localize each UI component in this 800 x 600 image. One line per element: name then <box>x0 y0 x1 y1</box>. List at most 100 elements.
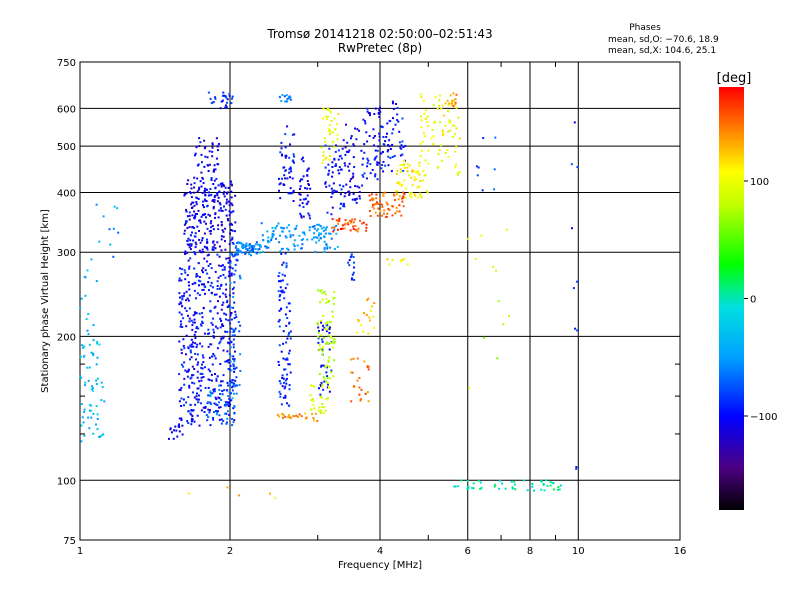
echo-point <box>207 394 210 397</box>
echo-point <box>279 286 282 289</box>
echo-point <box>208 163 211 166</box>
echo-point <box>358 186 361 189</box>
echo-point <box>306 187 309 190</box>
echo-point <box>401 117 404 120</box>
echo-point <box>280 307 283 310</box>
echo-point <box>189 349 192 352</box>
echo-point <box>278 271 281 274</box>
echo-point <box>215 157 218 160</box>
echo-point <box>187 179 190 182</box>
echo-point <box>255 241 258 244</box>
echo-point <box>79 375 82 378</box>
echo-point <box>232 306 235 309</box>
echo-point <box>299 178 302 181</box>
echo-point <box>394 123 397 126</box>
echo-point <box>225 201 228 204</box>
echo-point <box>209 409 211 411</box>
echo-point <box>362 175 365 178</box>
echo-point <box>278 390 281 393</box>
echo-point <box>320 232 323 235</box>
echo-point <box>278 295 281 298</box>
echo-point <box>282 396 285 399</box>
echo-point <box>198 145 201 148</box>
echo-point <box>231 97 233 100</box>
echo-point <box>327 163 330 166</box>
echo-point <box>222 420 225 422</box>
echo-point <box>180 397 183 400</box>
echo-point <box>213 336 216 339</box>
echo-point <box>271 236 274 238</box>
echo-point <box>312 417 315 420</box>
echo-point <box>420 96 423 99</box>
echo-point <box>313 419 315 422</box>
echo-point <box>231 358 234 361</box>
echo-point <box>294 227 297 230</box>
echo-point <box>542 483 545 486</box>
echo-point <box>330 237 333 240</box>
echo-point <box>203 220 206 223</box>
echo-point <box>227 319 230 322</box>
echo-point <box>424 108 427 111</box>
echo-point <box>207 386 210 389</box>
echo-point <box>178 279 181 282</box>
echo-point <box>96 413 99 416</box>
echo-point <box>95 405 98 408</box>
echo-point <box>92 412 95 415</box>
echo-point <box>218 201 221 204</box>
echo-point <box>278 280 280 283</box>
echo-point <box>449 94 452 97</box>
echo-point <box>278 183 281 186</box>
echo-point <box>363 360 366 363</box>
echo-point <box>202 376 205 378</box>
echo-point <box>212 388 215 391</box>
echo-point <box>222 349 225 352</box>
echo-point <box>269 492 271 495</box>
echo-point <box>224 248 227 251</box>
echo-point <box>328 356 331 359</box>
echo-point <box>96 377 99 380</box>
echo-point <box>302 175 305 178</box>
echo-point <box>241 247 244 250</box>
echo-point <box>218 209 221 212</box>
echo-point <box>278 177 280 180</box>
echo-point <box>215 192 218 195</box>
echo-point <box>229 365 232 367</box>
echo-point <box>311 238 314 241</box>
echo-point <box>227 186 230 189</box>
echo-point <box>398 204 401 207</box>
echo-point <box>250 250 253 253</box>
echo-point <box>333 117 336 120</box>
echo-point <box>196 387 199 390</box>
echo-point <box>181 424 184 427</box>
echo-point <box>327 382 330 385</box>
echo-point <box>96 341 99 343</box>
echo-point <box>224 186 227 189</box>
echo-point <box>230 222 233 225</box>
echo-point <box>234 230 236 233</box>
echo-point <box>328 232 331 235</box>
echo-point <box>195 203 198 206</box>
echo-point <box>199 241 202 244</box>
echo-point <box>223 184 226 187</box>
echo-point <box>202 204 204 207</box>
echo-point <box>217 406 220 409</box>
echo-point <box>234 221 237 224</box>
y-tick-label: 400 <box>57 188 76 199</box>
echo-point <box>228 270 231 273</box>
echo-point <box>215 137 218 140</box>
echo-point <box>328 386 331 389</box>
echo-point <box>423 174 426 177</box>
echo-point <box>426 191 429 194</box>
echo-point <box>279 395 282 398</box>
echo-point <box>303 233 306 236</box>
echo-point <box>198 249 201 252</box>
echo-point <box>444 102 447 105</box>
echo-point <box>219 203 222 206</box>
echo-point <box>325 398 328 401</box>
echo-point <box>228 94 231 97</box>
echo-point <box>207 401 210 404</box>
echo-point <box>292 243 295 246</box>
echo-point <box>210 177 213 179</box>
echo-point <box>358 197 361 200</box>
echo-point <box>401 183 404 186</box>
